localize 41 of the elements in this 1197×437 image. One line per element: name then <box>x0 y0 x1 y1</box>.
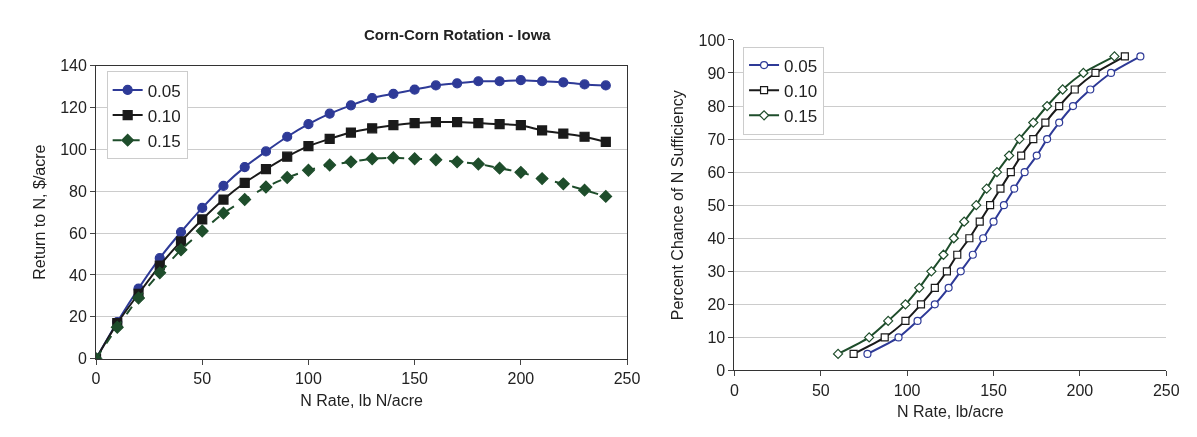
x-tick-label: 150 <box>980 381 1007 399</box>
legend-label: 0.05 <box>147 81 181 101</box>
x-tick-label: 50 <box>193 369 212 387</box>
y-tick-label: 60 <box>707 163 726 181</box>
x-tick-label: 200 <box>507 369 535 387</box>
y-axis-title: Percent Chance of N Sufficiency <box>669 90 687 321</box>
y-tick-label: 140 <box>60 57 87 75</box>
x-tick-label: 0 <box>729 381 739 399</box>
y-tick-label: 70 <box>707 130 726 148</box>
x-tick-label: 250 <box>613 369 641 387</box>
x-tick-label: 100 <box>893 381 921 399</box>
x-tick-label: 100 <box>295 369 322 387</box>
legend-label: 0.10 <box>784 81 818 101</box>
y-tick-label: 50 <box>707 196 726 214</box>
y-tick-label: 20 <box>707 295 726 313</box>
x-tick-label: 250 <box>1152 381 1180 399</box>
legend-label: 0.15 <box>147 131 181 151</box>
y-tick-label: 20 <box>69 308 87 326</box>
x-tick-label: 0 <box>91 369 101 387</box>
y-tick-label: 100 <box>60 140 87 158</box>
y-axis-title: Return to N, $/acre <box>31 144 49 280</box>
x-tick-label: 50 <box>811 381 830 399</box>
x-axis-title: N Rate, lb N/acre <box>300 391 423 409</box>
y-tick-label: 10 <box>707 329 726 347</box>
y-tick-label: 80 <box>707 97 726 115</box>
y-tick-label: 0 <box>77 350 87 368</box>
y-tick-label: 30 <box>707 262 726 280</box>
chart-title: Corn-Corn Rotation - Iowa <box>364 26 552 43</box>
legend-label: 0.10 <box>147 106 181 126</box>
legend-label: 0.15 <box>784 106 818 126</box>
y-tick-label: 40 <box>707 229 726 247</box>
y-tick-label: 100 <box>698 31 726 49</box>
y-tick-label: 40 <box>69 266 87 284</box>
y-tick-label: 120 <box>60 99 87 117</box>
y-tick-label: 60 <box>69 224 87 242</box>
x-axis-title: N Rate, lb/acre <box>897 403 1004 421</box>
x-tick-label: 150 <box>401 369 429 387</box>
y-tick-label: 80 <box>69 182 87 200</box>
y-tick-label: 90 <box>707 64 726 82</box>
legend-label: 0.05 <box>784 56 818 76</box>
x-tick-label: 200 <box>1066 381 1094 399</box>
